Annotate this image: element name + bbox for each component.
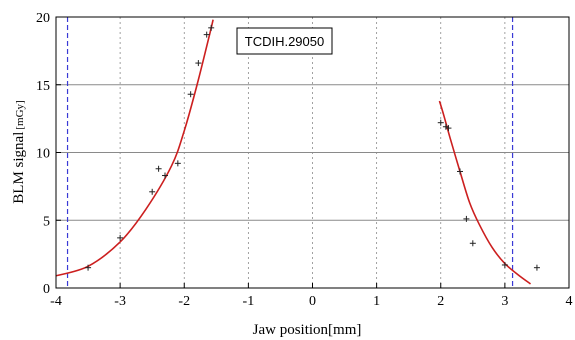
y-tick-label: 20 <box>36 11 50 26</box>
data-point <box>437 119 444 126</box>
y-axis-title-main: BLM signal <box>11 132 27 204</box>
data-point <box>195 60 202 67</box>
data-point <box>117 234 124 241</box>
y-tick-label: 0 <box>43 282 50 297</box>
y-axis-title: BLM signal [mGy] <box>11 100 27 203</box>
data-point <box>469 240 476 247</box>
data-point <box>463 215 470 222</box>
y-tick-label: 15 <box>36 79 50 94</box>
x-tick-label: -2 <box>178 294 190 309</box>
data-point <box>208 24 215 31</box>
x-tick-label: 2 <box>437 294 444 309</box>
annotation-label: TCDIH.29050 <box>245 34 324 49</box>
x-tick-label: 1 <box>373 294 380 309</box>
data-point <box>174 160 181 167</box>
y-axis-title-unit: [mGy] <box>14 100 26 129</box>
y-tick-label: 10 <box>36 147 50 162</box>
data-point <box>501 261 508 268</box>
x-tick-label: 4 <box>566 294 573 309</box>
fit-curve-left <box>55 19 214 277</box>
data-point <box>203 31 210 38</box>
data-point <box>155 165 162 172</box>
data-point <box>187 91 194 98</box>
x-tick-label: 0 <box>309 294 316 309</box>
x-tick-label: -1 <box>243 294 255 309</box>
x-tick-label: -4 <box>50 294 62 309</box>
limit-lines <box>66 17 514 288</box>
data-point <box>533 264 540 271</box>
data-point <box>162 172 169 179</box>
data-point <box>149 188 156 195</box>
annotation-frame <box>236 27 333 55</box>
annotation-box: TCDIH.29050 <box>236 27 333 55</box>
x-tick-label: -3 <box>114 294 126 309</box>
data-point <box>85 264 92 271</box>
x-axis-title: Jaw position[mm] <box>253 322 362 338</box>
y-tick-label: 5 <box>43 214 50 229</box>
grid <box>56 17 569 288</box>
data-point <box>445 125 452 132</box>
data-point <box>442 123 449 130</box>
data-points <box>85 24 540 271</box>
data-point <box>456 168 463 175</box>
x-tick-label: 3 <box>501 294 508 309</box>
axis-ticks: -4 -3 -2 -1 0 1 2 3 4 0 5 10 15 20 <box>36 11 573 309</box>
